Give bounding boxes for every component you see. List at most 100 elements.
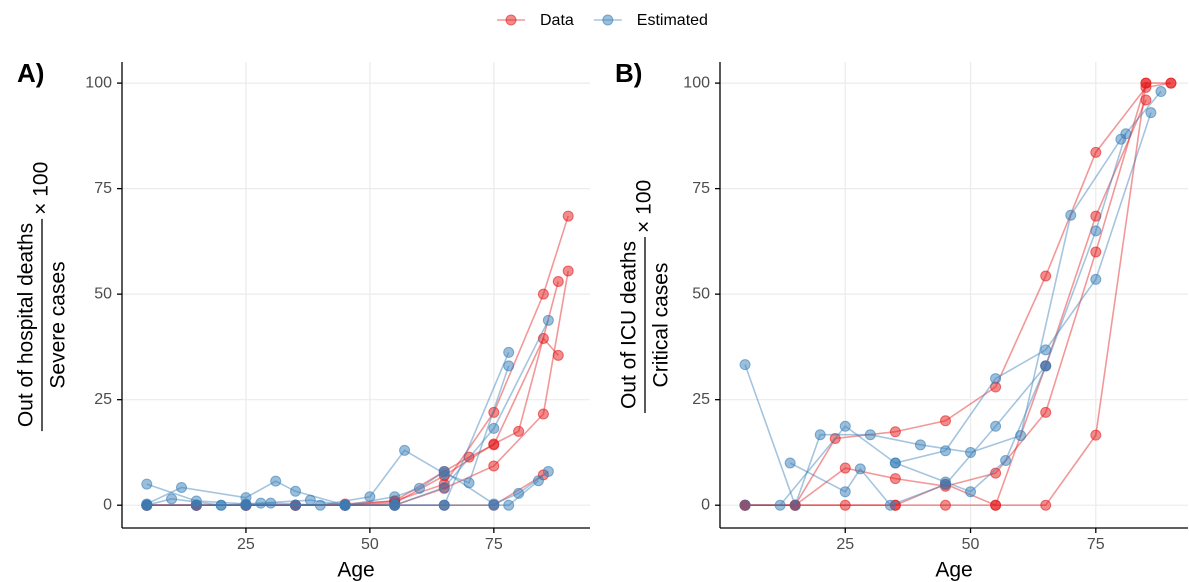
point bbox=[513, 487, 525, 499]
legend-label: Data bbox=[540, 12, 574, 29]
y-tick-label: 75 bbox=[94, 180, 112, 197]
point bbox=[990, 499, 1002, 511]
point bbox=[939, 415, 951, 427]
y-tick-label: 25 bbox=[94, 391, 112, 408]
point bbox=[488, 406, 500, 418]
point bbox=[1015, 430, 1027, 442]
point bbox=[1040, 360, 1052, 372]
point bbox=[1140, 81, 1152, 93]
point bbox=[166, 493, 178, 505]
point bbox=[1155, 86, 1167, 98]
y-tick-label: 0 bbox=[103, 496, 112, 513]
point bbox=[990, 467, 1002, 479]
point bbox=[1090, 146, 1102, 158]
point bbox=[488, 439, 500, 451]
point bbox=[1040, 499, 1052, 511]
y-tick-label: 25 bbox=[692, 391, 710, 408]
point bbox=[990, 373, 1002, 385]
point bbox=[537, 288, 549, 300]
point bbox=[965, 486, 977, 498]
point bbox=[503, 499, 515, 511]
point bbox=[552, 275, 564, 287]
point bbox=[513, 425, 525, 437]
point bbox=[488, 499, 500, 511]
point bbox=[939, 445, 951, 457]
x-tick-label: 75 bbox=[1087, 536, 1105, 553]
series-line bbox=[146, 281, 560, 507]
series-line bbox=[146, 352, 510, 507]
point bbox=[488, 460, 500, 472]
point bbox=[784, 457, 796, 469]
point bbox=[1090, 210, 1102, 222]
y-label-multiplier: × 100 bbox=[30, 162, 53, 215]
y-axis-label: Out of ICU deaths Critical cases × 100 bbox=[618, 180, 673, 414]
x-tick-label: 25 bbox=[237, 536, 255, 553]
series-line bbox=[146, 270, 569, 507]
legend-key bbox=[505, 14, 517, 26]
point bbox=[939, 499, 951, 511]
point bbox=[463, 451, 475, 463]
point bbox=[364, 491, 376, 503]
point bbox=[839, 486, 851, 498]
x-tick-label: 50 bbox=[361, 536, 379, 553]
point bbox=[503, 346, 515, 358]
point bbox=[290, 499, 302, 511]
x-tick-label: 25 bbox=[836, 536, 854, 553]
y-tick-label: 100 bbox=[85, 74, 112, 91]
x-tick-label: 50 bbox=[962, 536, 980, 553]
point bbox=[889, 473, 901, 485]
series-line bbox=[146, 319, 550, 507]
point bbox=[914, 439, 926, 451]
panel-label: A) bbox=[17, 58, 44, 88]
point bbox=[1065, 209, 1077, 221]
point bbox=[1145, 107, 1157, 119]
point bbox=[839, 499, 851, 511]
point bbox=[438, 465, 450, 477]
point bbox=[854, 463, 866, 475]
y-label-numerator: Out of ICU deaths bbox=[618, 241, 641, 409]
point bbox=[537, 332, 549, 344]
point bbox=[270, 475, 282, 487]
point bbox=[1040, 344, 1052, 356]
point bbox=[304, 494, 316, 506]
point bbox=[532, 475, 544, 487]
point bbox=[829, 433, 841, 445]
point bbox=[175, 481, 187, 493]
point bbox=[774, 499, 786, 511]
point bbox=[141, 478, 153, 490]
point bbox=[215, 499, 227, 511]
point bbox=[739, 499, 751, 511]
point bbox=[399, 444, 411, 456]
point bbox=[1090, 225, 1102, 237]
point bbox=[463, 477, 475, 489]
point bbox=[562, 265, 574, 277]
point bbox=[389, 499, 401, 511]
point bbox=[864, 429, 876, 441]
point bbox=[339, 499, 351, 511]
series-line bbox=[745, 82, 1171, 507]
legend-label: Estimated bbox=[637, 12, 708, 29]
point bbox=[141, 499, 153, 511]
y-tick-label: 0 bbox=[701, 496, 710, 513]
point bbox=[438, 481, 450, 493]
legend-key bbox=[602, 14, 614, 26]
point bbox=[488, 422, 500, 434]
point bbox=[552, 349, 564, 361]
point bbox=[438, 499, 450, 511]
point bbox=[537, 408, 549, 420]
point bbox=[240, 499, 252, 511]
point bbox=[1040, 406, 1052, 418]
series-line bbox=[745, 82, 1172, 507]
point bbox=[789, 499, 801, 511]
point bbox=[290, 485, 302, 497]
point bbox=[839, 462, 851, 474]
point bbox=[884, 499, 896, 511]
point bbox=[1090, 273, 1102, 285]
point bbox=[190, 499, 202, 511]
point bbox=[889, 426, 901, 438]
series-line bbox=[745, 99, 1147, 507]
point bbox=[965, 446, 977, 458]
point bbox=[739, 359, 751, 371]
point bbox=[814, 429, 826, 441]
